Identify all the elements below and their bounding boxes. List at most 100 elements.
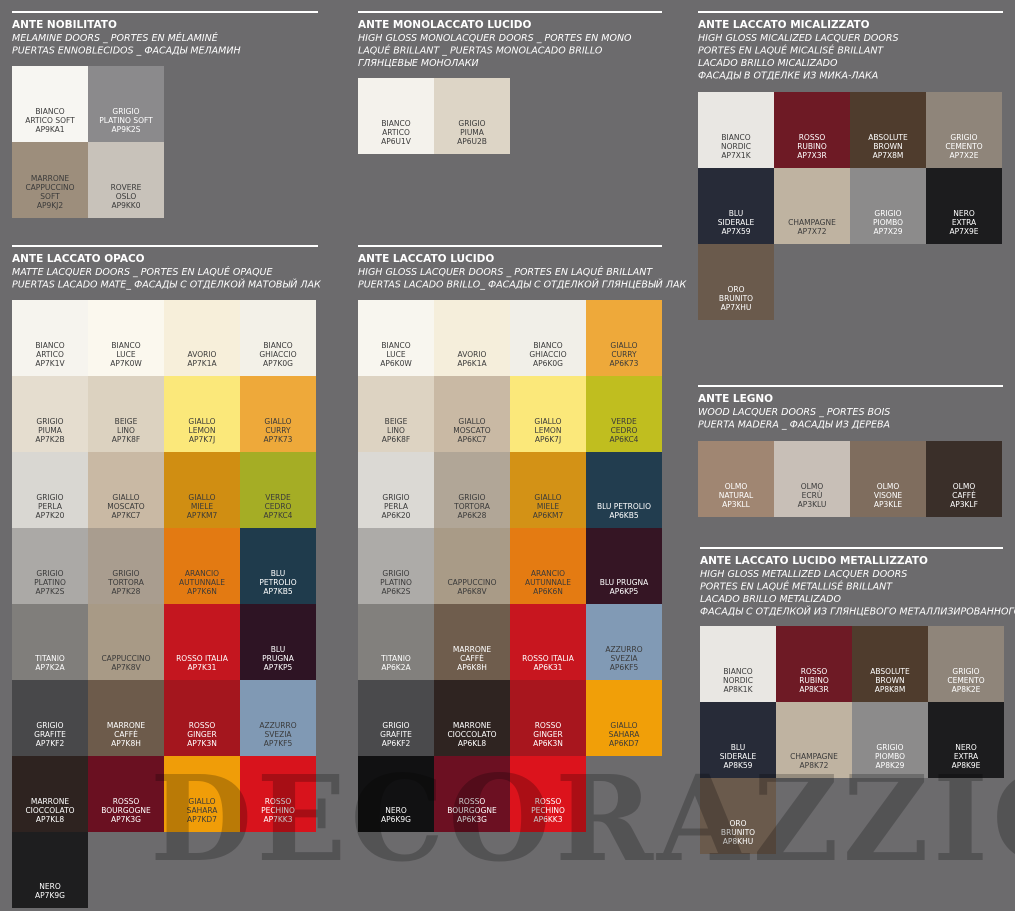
swatch-code: AP3KLL	[722, 500, 751, 509]
swatch	[774, 168, 850, 244]
swatch-code: AP6K6N	[533, 587, 563, 596]
section-title: ANTE LACCATO MICALIZZATO	[698, 19, 870, 31]
swatch-code: AP7KK3	[263, 815, 292, 824]
section-subtitle: PUERTAS LACADO MATE_ ФАСАДЫ С ОТДЕЛКОЙ М…	[12, 279, 322, 291]
swatch	[510, 528, 586, 604]
swatch-code: AP7X1K	[721, 151, 751, 160]
swatch	[12, 680, 88, 756]
swatch-name: GRIGIO	[382, 721, 409, 730]
swatch	[776, 626, 852, 702]
swatch-name: NERO	[385, 806, 407, 815]
section-subtitle: ФАСАДЫ В ОТДЕЛКЕ ИЗ МИКА-ЛАКА	[698, 71, 878, 82]
swatch-name: EXTRA	[954, 752, 979, 761]
swatch-code: AP6K0W	[380, 359, 412, 368]
swatch	[240, 756, 316, 832]
swatch-name: CURRY	[265, 426, 291, 435]
section-subtitle: WOOD LACQUER DOORS _ PORTES BOIS	[698, 407, 890, 418]
swatch-code: AP7X2E	[949, 151, 978, 160]
swatch	[240, 376, 316, 452]
swatch-name: ARANCIO	[531, 569, 565, 578]
swatch-name: CIOCCOLATO	[25, 806, 74, 815]
swatch-name: AUTUNNALE	[525, 578, 571, 587]
swatch-name: NERO	[39, 882, 61, 891]
swatch	[928, 626, 1004, 702]
swatch	[88, 66, 164, 142]
swatch-name: NERO	[955, 743, 977, 752]
swatch	[12, 756, 88, 832]
swatch-code: AP3KLE	[874, 500, 903, 509]
swatch-name: BEIGE	[115, 417, 138, 426]
swatch	[434, 376, 510, 452]
swatch	[586, 376, 662, 452]
swatch	[510, 452, 586, 528]
swatch-name: GRIGIO	[950, 133, 977, 142]
swatch-name: GRIGIO	[382, 569, 409, 578]
swatch-name: GIALLO	[534, 417, 561, 426]
swatch-name: AVORIO	[188, 350, 217, 359]
swatch-code: AP6K31	[534, 663, 563, 672]
swatch-name: CAFFÈ	[952, 491, 976, 500]
swatch-name: MARRONE	[107, 721, 146, 730]
swatch-code: AP6KF2	[382, 739, 411, 748]
swatch-code: AP7K8H	[111, 739, 141, 748]
swatch-name: PIUMA	[460, 128, 485, 137]
section: ANTE LACCATO LUCIDO METALLIZZATO HIGH GLO…	[700, 547, 1015, 854]
swatch-name: BROWN	[873, 142, 902, 151]
swatch-code: AP6U2B	[457, 137, 487, 146]
swatch	[358, 756, 434, 832]
swatch	[510, 756, 586, 832]
swatch-name: BIANCO	[721, 133, 750, 142]
swatch-name: TORTORA	[107, 578, 145, 587]
swatch	[434, 78, 510, 154]
swatch-name: PECHINO	[531, 806, 565, 815]
swatch-code: AP6KM7	[533, 511, 564, 520]
section-title: ANTE LACCATO LUCIDO METALLIZZATO	[700, 555, 928, 567]
swatch-name: SOFT	[40, 192, 60, 201]
swatch-name: GRIGIO	[112, 107, 139, 116]
swatch	[12, 604, 88, 680]
section-subtitle: PUERTA MADERA _ ФАСАДЫ ИЗ ДЕРЕВА	[698, 420, 890, 431]
swatch-code: AP7KC7	[112, 511, 141, 520]
swatch	[88, 756, 164, 832]
swatch-code: AP7X3R	[797, 151, 827, 160]
swatch-code: AP7KP5	[264, 663, 293, 672]
section-subtitle: PORTES EN LAQUÉ METALLISÉ BRILLANT	[700, 581, 893, 593]
swatch-code: AP7K73	[264, 435, 293, 444]
swatch	[852, 626, 928, 702]
section-subtitle: PUERTAS LACADO BRILLO_ ФАСАДЫ С ОТДЕЛКОЙ…	[358, 279, 687, 291]
swatch-name: MARRONE	[453, 721, 492, 730]
swatch	[88, 376, 164, 452]
swatch	[434, 604, 510, 680]
swatch-name: CEDRO	[611, 426, 638, 435]
swatch-code: AP6K20	[382, 511, 411, 520]
swatch	[164, 376, 240, 452]
swatch-name: ABSOLUTE	[868, 133, 908, 142]
swatch-name: MIELE	[191, 502, 214, 511]
swatch	[434, 680, 510, 756]
swatch	[240, 452, 316, 528]
swatch-name: VISONE	[874, 491, 903, 500]
swatch	[510, 680, 586, 756]
swatch-name: BOURGOGNE	[447, 806, 497, 815]
swatch-name: BIANCO	[533, 341, 562, 350]
swatch-code: AP6K73	[610, 359, 639, 368]
swatch-name: BOURGOGNE	[101, 806, 151, 815]
swatch-name: GRIGIO	[874, 209, 901, 218]
swatch-code: AP7K31	[188, 663, 217, 672]
section-subtitle: ФАСАДЫ С ОТДЕЛКОЙ ИЗ ГЛЯНЦЕВОГО МЕТАЛЛИЗ…	[700, 606, 1015, 618]
swatch	[586, 452, 662, 528]
swatch-code: AP6K7J	[535, 435, 561, 444]
swatch-code: AP6KF5	[610, 663, 639, 672]
swatch	[88, 300, 164, 376]
swatch-name: GIALLO	[188, 493, 215, 502]
swatch	[698, 244, 774, 320]
section-title: ANTE LEGNO	[698, 393, 773, 405]
swatch-name: CHAMPAGNE	[790, 752, 838, 761]
swatch-name: GRIGIO	[36, 721, 63, 730]
swatch	[776, 702, 852, 778]
swatch-name: ROSSO	[189, 721, 216, 730]
watermark: DECORAZZIO	[150, 749, 1015, 888]
swatch-code: AP7KF5	[264, 739, 293, 748]
swatch	[164, 528, 240, 604]
